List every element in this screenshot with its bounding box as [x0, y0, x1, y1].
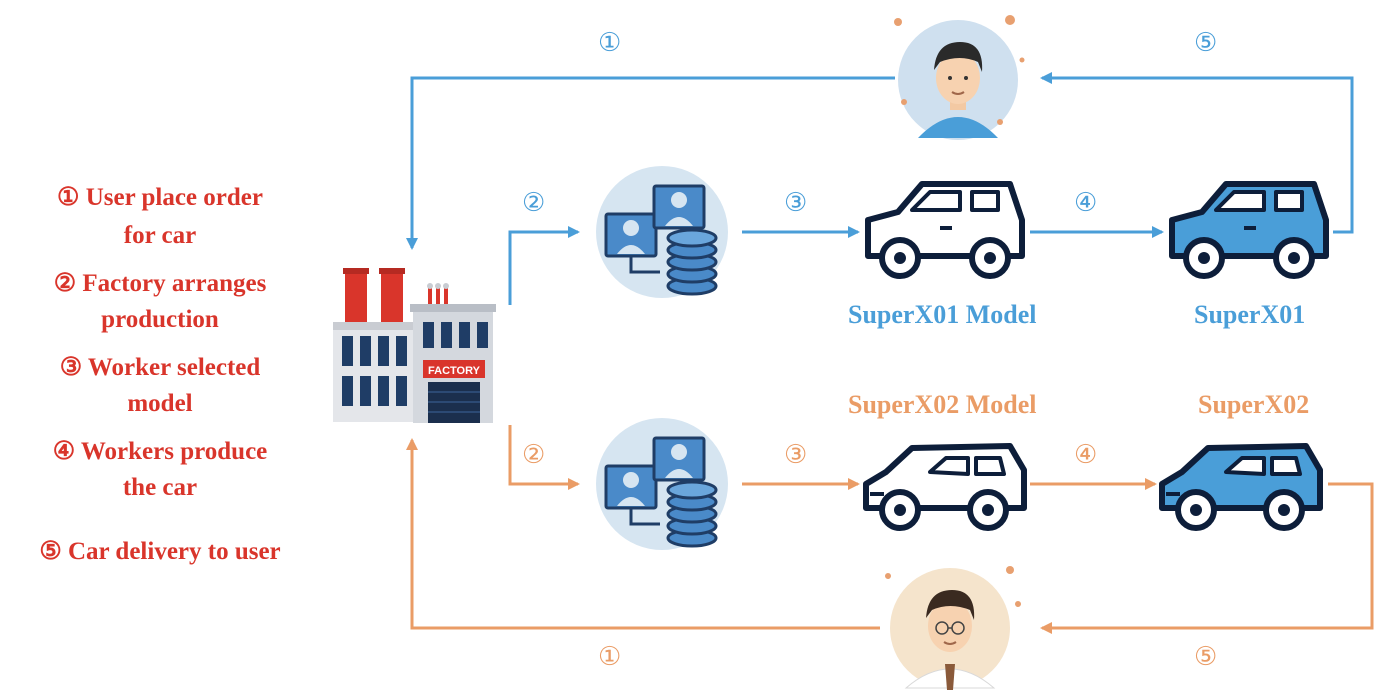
- orange-step-5: ⑤: [1194, 642, 1218, 672]
- blue-flow-lines: [406, 72, 1354, 305]
- orange-step-3: ③: [784, 440, 808, 470]
- car-filled-icon: [1159, 443, 1323, 531]
- coin-stack-icon: [666, 480, 718, 548]
- legend-item-1-line1: ① User place order: [57, 184, 263, 211]
- blue-step-5: ⑤: [1194, 28, 1218, 58]
- legend-item-4-line1: ④ Workers produce: [52, 438, 268, 465]
- superx02-label: SuperX02: [1198, 390, 1310, 419]
- blue-order-arrow: [406, 76, 895, 250]
- orange-arrange-arrow: [508, 425, 580, 490]
- factory-sign-text: FACTORY: [428, 365, 481, 377]
- car-filled-icon: [1169, 181, 1329, 279]
- legend-item-4-line2: the car: [122, 474, 198, 501]
- orange-step-4: ④: [1074, 440, 1098, 470]
- legend-item-2-line1: ② Factory arranges: [53, 270, 267, 297]
- blue-arrange-arrow: [508, 226, 580, 305]
- legend-item-5-line1: ⑤ Car delivery to user: [39, 538, 281, 565]
- factory-sign: [423, 360, 485, 378]
- coin-stack-icon: [666, 228, 718, 296]
- superx01-model-label: SuperX01 Model: [848, 300, 1037, 329]
- orange-deliver-arrow: [1040, 482, 1374, 634]
- orange-step-1: ①: [598, 642, 622, 672]
- blue-step-1: ①: [598, 28, 622, 58]
- superx02-model-label: SuperX02 Model: [848, 390, 1037, 419]
- orange-step-2: ②: [522, 440, 546, 470]
- blue-step-2: ②: [522, 188, 546, 218]
- legend-item-2-line2: production: [101, 306, 219, 333]
- car-outline-icon: [865, 181, 1025, 279]
- blue-deliver-arrow: [1040, 72, 1354, 234]
- superx01-label: SuperX01: [1194, 300, 1306, 329]
- orange-flow-lines: [406, 425, 1374, 634]
- orange-order-arrow: [406, 438, 880, 630]
- factory-icon: FACTORY: [333, 268, 496, 423]
- user-avatar-icon: [885, 566, 1021, 690]
- legend-item-3-line1: ③ Worker selected: [59, 354, 261, 381]
- car-outline-icon: [863, 443, 1027, 531]
- blue-step-4: ④: [1074, 188, 1098, 218]
- user-avatar-icon: [894, 15, 1025, 140]
- blue-step-3: ③: [784, 188, 808, 218]
- legend-item-1-line2: for car: [123, 222, 197, 249]
- legend-item-3-line2: model: [127, 390, 193, 417]
